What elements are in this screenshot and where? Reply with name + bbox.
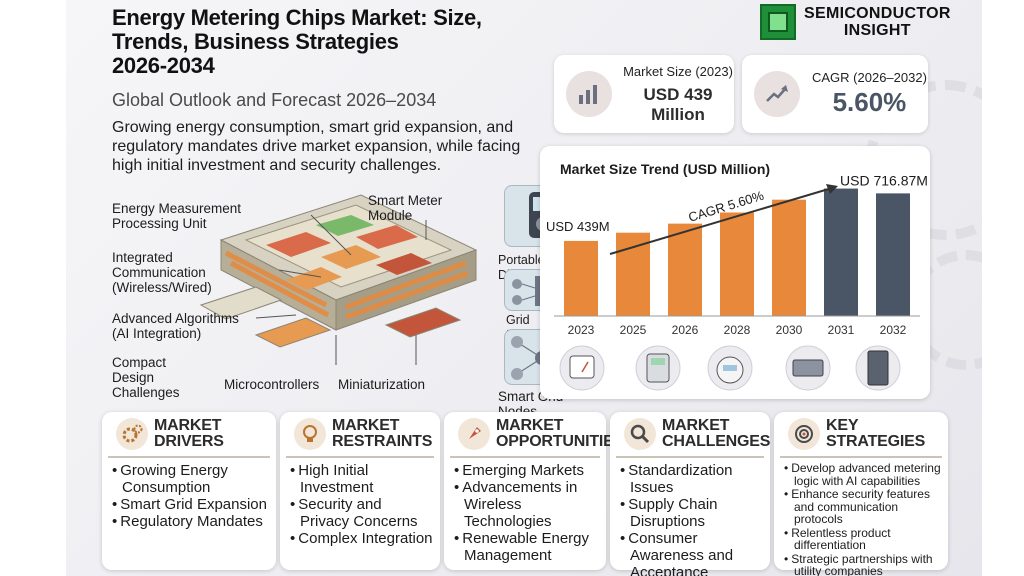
key-strategies-card: KEY STRATEGIES Develop advanced metering… — [774, 412, 948, 576]
chip-logo-icon — [760, 4, 796, 40]
chart-title: Market Size Trend (USD Million) — [560, 161, 770, 177]
list-item: Smart Grid Expansion — [112, 496, 270, 513]
list-item: Emerging Markets — [454, 462, 600, 479]
market-trend-chart: Market Size Trend (USD Million) 2023 2025 2… — [546, 161, 928, 391]
market-challenges-card: MARKET CHALLENGES Standardization Issues… — [610, 412, 770, 576]
list-item: Develop advanced metering logic with AI … — [784, 462, 942, 487]
cagr-value: 5.60% — [832, 87, 907, 117]
key-strategies-list: Develop advanced metering logic with AI … — [774, 458, 948, 576]
market-drivers-title: MARKET DRIVERS — [154, 417, 224, 450]
key-strategies-title: KEY STRATEGIES — [826, 417, 926, 450]
chart-x-tick-label: 2031 — [828, 323, 855, 337]
list-item: Advancements in Wireless Technologies — [454, 479, 600, 530]
label-smart-meter: Smart Meter Module — [368, 193, 443, 223]
chart-bar — [824, 188, 858, 316]
list-item: Renewable Energy Management — [454, 530, 600, 564]
label-advanced-algorithms: Advanced Algorithms (AI Integration) — [112, 311, 239, 341]
analog-meter-icon — [569, 355, 595, 379]
label-microcontrollers: Microcontrollers — [224, 377, 320, 392]
infographic-page: Energy Metering Chips Market: Size, Tren… — [66, 0, 982, 576]
market-drivers-card: MARKET DRIVERS Growing Energy Consumptio… — [102, 412, 276, 570]
rocket-icon — [458, 418, 490, 450]
chart-cagr-arrow — [609, 187, 833, 255]
brand-logo: SEMICONDUCTOR INSIGHT — [760, 4, 982, 40]
smart-meter-icon-screen — [723, 365, 737, 371]
list-item: Standardization Issues — [620, 462, 764, 496]
market-opportunities-title: MARKET OPPORTUNITIES — [496, 417, 625, 450]
chart-bar — [720, 212, 754, 316]
chart-start-annotation: USD 439M — [546, 219, 610, 234]
list-item: Enhance security features and communicat… — [784, 488, 942, 526]
label-energy-measurement: Energy Measurement Processing Unit — [112, 201, 242, 231]
chart-cagr-arrowhead — [826, 184, 838, 194]
target-icon — [788, 418, 820, 450]
cagr-card: CAGR (2026–2032) 5.60% — [742, 55, 928, 133]
chart-bar — [668, 223, 702, 316]
market-restraints-header: MARKET RESTRAINTS — [286, 412, 434, 458]
chart-bar — [616, 232, 650, 316]
gateway-device-icon — [792, 359, 824, 377]
chart-x-tick-label: 2028 — [724, 323, 751, 337]
list-item: High Initial Investment — [290, 462, 434, 496]
chart-bar — [772, 199, 806, 316]
list-item: Regulatory Mandates — [112, 513, 270, 530]
magnifier-icon — [624, 418, 656, 450]
label-miniaturization: Miniaturization — [338, 377, 426, 392]
brand-name: SEMICONDUCTOR INSIGHT — [804, 5, 951, 39]
key-strategies-header: KEY STRATEGIES — [780, 412, 942, 458]
market-restraints-card: MARKET RESTRAINTS High Initial Investmen… — [280, 412, 440, 570]
chip-illustration-area: Energy Measurement Processing Unit Smart… — [106, 185, 579, 419]
market-drivers-header: MARKET DRIVERS — [108, 412, 270, 458]
list-item: Complex Integration — [290, 530, 434, 547]
market-restraints-list: High Initial Investment Security and Pri… — [280, 458, 440, 547]
market-opportunities-list: Emerging Markets Advancements in Wireles… — [444, 458, 606, 564]
market-opportunities-card: MARKET OPPORTUNITIES Emerging Markets Ad… — [444, 412, 624, 570]
chart-bar — [564, 240, 598, 316]
market-opportunities-header: MARKET OPPORTUNITIES — [450, 412, 624, 458]
gears-icon — [116, 418, 148, 450]
label-compact-design: Compact Design Challenges — [112, 355, 180, 400]
market-challenges-list: Standardization Issues Supply Chain Disr… — [610, 458, 770, 576]
chart-x-tick-label: 2025 — [620, 323, 647, 337]
chart-x-tick-label: 2026 — [672, 323, 699, 337]
page-title: Energy Metering Chips Market: Size, Tren… — [112, 5, 482, 78]
market-trend-chart-card: Market Size Trend (USD Million) 2023 2025 2… — [540, 146, 930, 399]
analog-meter-icon-needle — [581, 361, 589, 373]
digital-meter-icon-screen — [651, 358, 665, 365]
trend-arrow-icon — [754, 71, 800, 117]
chip-diagram — [199, 194, 478, 365]
chart-x-tick-label: 2023 — [568, 323, 595, 337]
page-subtitle: Global Outlook and Forecast 2026–2034 — [112, 90, 437, 110]
chart-x-tick-label: 2030 — [776, 323, 803, 337]
list-item: Consumer Awareness and Acceptance — [620, 530, 764, 576]
lightbulb-icon — [294, 418, 326, 450]
list-item: Strategic partnerships with utility comp… — [784, 552, 942, 576]
chart-end-annotation: USD 716.87M — [840, 172, 928, 188]
market-drivers-list: Growing Energy Consumption Smart Grid Ex… — [102, 458, 276, 530]
list-item: Relentless product differentiation — [784, 526, 942, 552]
chart-x-tick-label: 2032 — [880, 323, 907, 337]
cagr-label: CAGR (2026–2032) — [812, 70, 927, 85]
page-description: Growing energy consumption, smart grid e… — [112, 119, 521, 174]
list-item: Growing Energy Consumption — [112, 462, 270, 496]
market-challenges-title: MARKET CHALLENGES — [662, 417, 771, 450]
list-item: Supply Chain Disruptions — [620, 496, 764, 530]
chart-bar — [876, 193, 910, 316]
server-rack-icon — [867, 350, 889, 386]
list-item: Security and Privacy Concerns — [290, 496, 434, 530]
bar-chart-icon — [566, 71, 612, 117]
label-integrated-communication: Integrated Communication (Wireless/Wired… — [112, 250, 212, 295]
market-size-value: USD 439 Million — [643, 84, 713, 124]
market-restraints-title: MARKET RESTRAINTS — [332, 417, 433, 450]
market-challenges-header: MARKET CHALLENGES — [616, 412, 770, 458]
market-size-label: Market Size (2023) — [623, 63, 733, 79]
market-size-card: Market Size (2023) USD 439 Million — [554, 55, 734, 133]
